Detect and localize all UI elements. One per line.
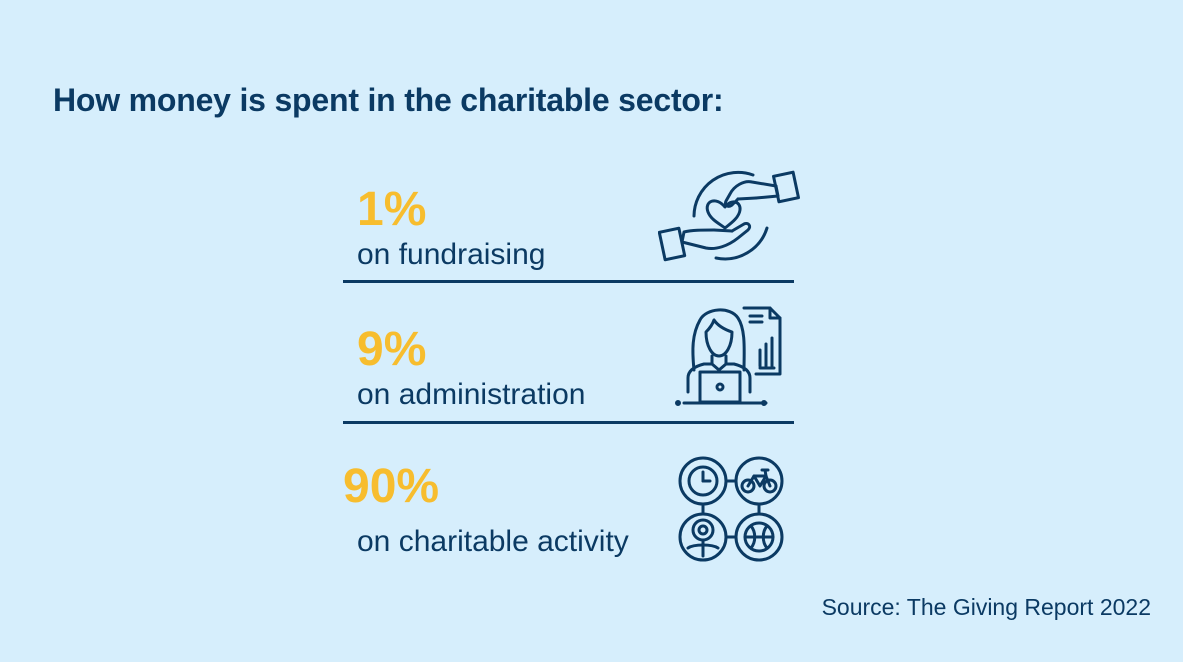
administration-percent: 9% [357,323,427,376]
page-title: How money is spent in the charitable sec… [53,82,724,118]
hands-heart-icon [658,168,803,266]
divider-1 [343,280,794,283]
fundraising-percent: 1% [357,183,427,236]
charitable-activity-label: on charitable activity [357,525,629,558]
charitable-activity-percent: 90% [343,460,440,513]
fundraising-label: on fundraising [357,238,546,271]
divider-2 [343,421,794,424]
source-caption: Source: The Giving Report 2022 [821,594,1151,620]
activities-icon [676,454,786,564]
administration-label: on administration [357,378,586,411]
office-worker-laptop-icon [674,300,786,408]
